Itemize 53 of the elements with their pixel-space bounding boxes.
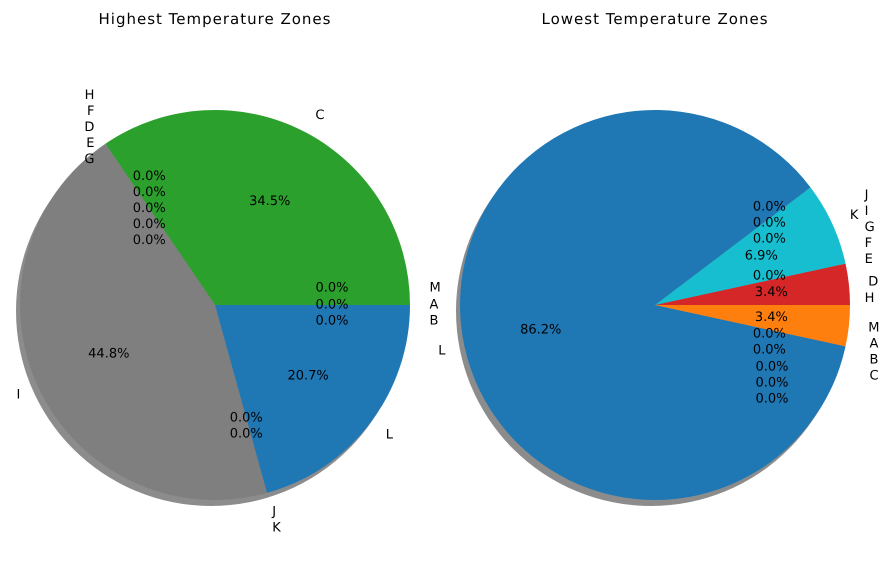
slice-label: K xyxy=(850,208,859,223)
category-label: H xyxy=(864,291,874,306)
text: 0.0% xyxy=(755,392,789,407)
category-label: F xyxy=(864,236,872,252)
slice-label: M xyxy=(868,320,880,336)
slice-label: D xyxy=(868,274,878,290)
category-label: B xyxy=(430,314,438,329)
data-label: 86.2% xyxy=(520,322,562,338)
category-label: B xyxy=(870,352,878,368)
category-label: J xyxy=(272,504,276,520)
chart-title: Highest Temperature Zones xyxy=(98,10,332,28)
text: 0.0% xyxy=(752,268,786,284)
text: 0.0% xyxy=(315,314,349,329)
data-label: 3.4% xyxy=(754,310,788,326)
data-label: 20.7% xyxy=(287,368,329,384)
text: 0.0% xyxy=(752,200,786,215)
category-label: A xyxy=(870,336,878,352)
data-label: 44.8% xyxy=(88,346,130,362)
category-label: I xyxy=(864,204,868,220)
text: 0.0% xyxy=(752,216,786,231)
category-label: E xyxy=(86,136,94,152)
text: 0.0% xyxy=(132,184,166,200)
slice-label: L xyxy=(386,427,394,442)
text: 0.0% xyxy=(755,376,789,391)
category-label: F xyxy=(86,104,94,120)
slice-label: L xyxy=(438,344,446,359)
category-label: A xyxy=(430,298,438,313)
category-label: J xyxy=(864,188,868,204)
data-label: 34.5% xyxy=(249,194,290,210)
pie-slice xyxy=(655,187,846,305)
category-label: E xyxy=(864,252,873,268)
category-label: M xyxy=(430,280,441,296)
category-label: K xyxy=(272,520,281,536)
category-label: C xyxy=(870,368,879,384)
text: 0.0% xyxy=(752,232,786,247)
pie-slice xyxy=(655,264,850,305)
pie-slice xyxy=(460,110,846,500)
category-label: D xyxy=(84,120,94,136)
data-label: 6.9% xyxy=(744,248,778,264)
text: 0.0% xyxy=(752,326,786,342)
slice-label: I xyxy=(16,388,20,403)
slice-label: C xyxy=(315,108,324,123)
category-label: H xyxy=(84,88,94,104)
text: 0.0% xyxy=(132,168,166,184)
text: 0.0% xyxy=(230,410,263,426)
category-label: G xyxy=(84,152,94,168)
text: 0.0% xyxy=(752,342,786,358)
text: 0.0% xyxy=(755,360,789,375)
category-label: G xyxy=(864,220,875,236)
data-label: 3.4% xyxy=(754,285,788,300)
text: 0.0% xyxy=(315,280,349,296)
text: 0.0% xyxy=(132,232,166,248)
chart-title: Lowest Temperature Zones xyxy=(541,10,769,28)
